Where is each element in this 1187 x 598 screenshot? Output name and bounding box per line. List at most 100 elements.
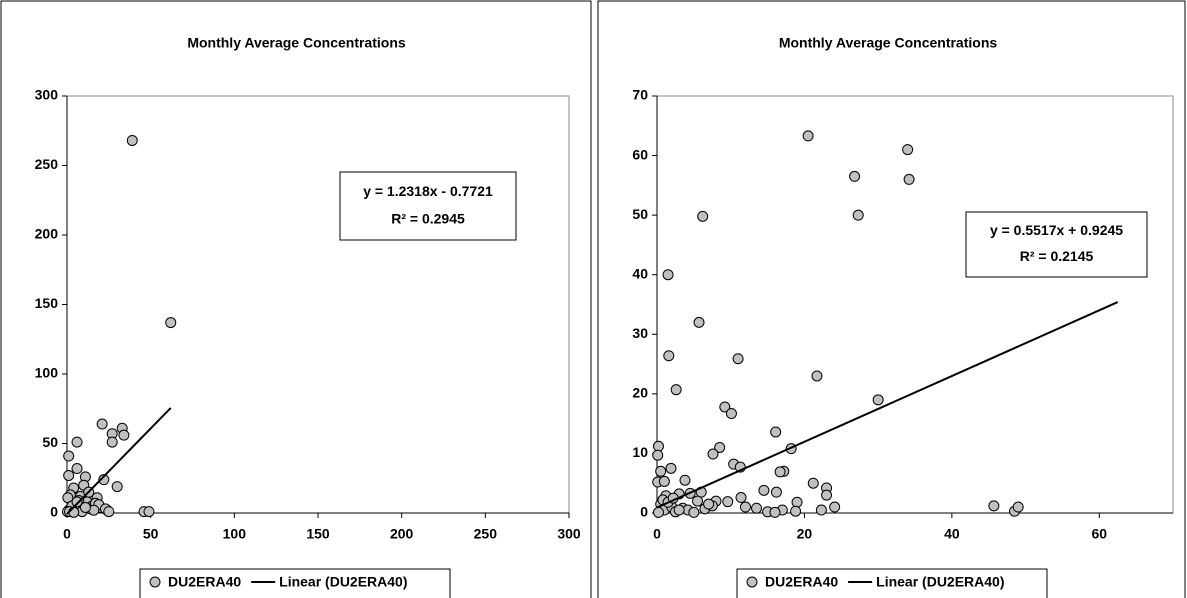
point [770,426,782,438]
chart-title: Monthly Average Concentrations [187,35,406,51]
point [670,384,682,396]
x-tick-label: 20 [797,526,813,542]
chart-title: Monthly Average Concentrations [779,35,998,51]
x-tick-label: 50 [143,526,159,542]
legend-label: DU2ERA40 [765,574,838,590]
point [126,134,138,146]
point [872,394,884,406]
equation-box [965,211,1148,278]
y-tick-label: 100 [35,365,59,381]
point [807,477,819,489]
y-tick-label: 20 [632,385,648,401]
point [79,501,91,513]
y-tick-label: 70 [632,87,648,103]
point [829,501,841,513]
point [758,484,770,496]
trend-equation: y = 0.5517x + 0.9245 [990,222,1123,238]
chart: Monthly Average Concentrations 0 50 100 150 2… [0,0,592,598]
point [63,469,75,481]
point [791,496,803,508]
x-tick-label: 40 [944,526,960,542]
y-tick-label: 40 [632,265,648,281]
y-tick-label: 0 [640,504,648,520]
trendline [656,301,1119,509]
legend-box [736,568,1048,598]
trendline [66,407,172,515]
point [714,441,726,453]
point [663,350,675,362]
point [735,492,747,504]
legend-label: DU2ERA40 [168,574,241,590]
point [811,370,823,382]
y-tick-label: 150 [35,295,59,311]
legend-label: Linear (DU2ERA40) [876,574,1004,590]
x-tick-label: 200 [390,526,414,542]
trend-equation: y = 1.2318x - 0.7721 [363,183,493,199]
point [707,448,719,460]
point [143,506,155,518]
x-tick-label: 0 [63,526,71,542]
point [988,500,1000,512]
point [774,466,786,478]
x-tick-label: 100 [223,526,247,542]
point [903,173,915,185]
point [106,436,118,448]
point [852,209,864,221]
y-tick-label: 50 [42,434,58,450]
point [673,504,685,516]
equation-box [339,171,517,241]
point [692,495,704,507]
y-tick-label: 200 [35,226,59,242]
y-tick-label: 10 [632,444,648,460]
point [665,462,677,474]
y-tick-label: 30 [632,325,648,341]
point [697,210,709,222]
point [751,502,763,514]
point [655,465,667,477]
point [802,130,814,142]
point [96,418,108,430]
point [725,408,737,420]
x-tick-label: 150 [306,526,330,542]
trend-r2: R² = 0.2145 [1020,248,1094,264]
point [769,506,781,518]
plot-area [656,95,1174,514]
y-tick-label: 300 [35,87,59,103]
point [719,401,731,413]
point [71,496,83,508]
point [815,504,827,516]
point [71,436,83,448]
point [703,498,715,510]
point [732,353,744,365]
point [662,269,674,281]
panel-border [597,0,1186,598]
legend-box [139,568,451,598]
legend-marker [149,576,161,588]
point [821,489,833,501]
plot-area [66,95,570,514]
point [1012,501,1024,513]
x-tick-label: 300 [557,526,581,542]
point [118,429,130,441]
point [790,505,802,517]
trend-r2: R² = 0.2945 [391,210,465,226]
point [722,496,734,508]
point [652,506,664,518]
x-tick-label: 0 [653,526,661,542]
point [693,316,705,328]
point [688,506,700,518]
point [63,450,75,462]
y-tick-label: 0 [50,504,58,520]
point [739,501,751,513]
x-tick-label: 60 [1091,526,1107,542]
point [652,449,664,461]
y-tick-label: 250 [35,156,59,172]
point [165,317,177,329]
point [770,486,782,498]
point [902,144,914,156]
point [98,474,110,486]
point [71,463,83,475]
y-tick-label: 50 [632,206,648,222]
point [103,506,115,518]
y-tick-label: 60 [632,146,648,162]
